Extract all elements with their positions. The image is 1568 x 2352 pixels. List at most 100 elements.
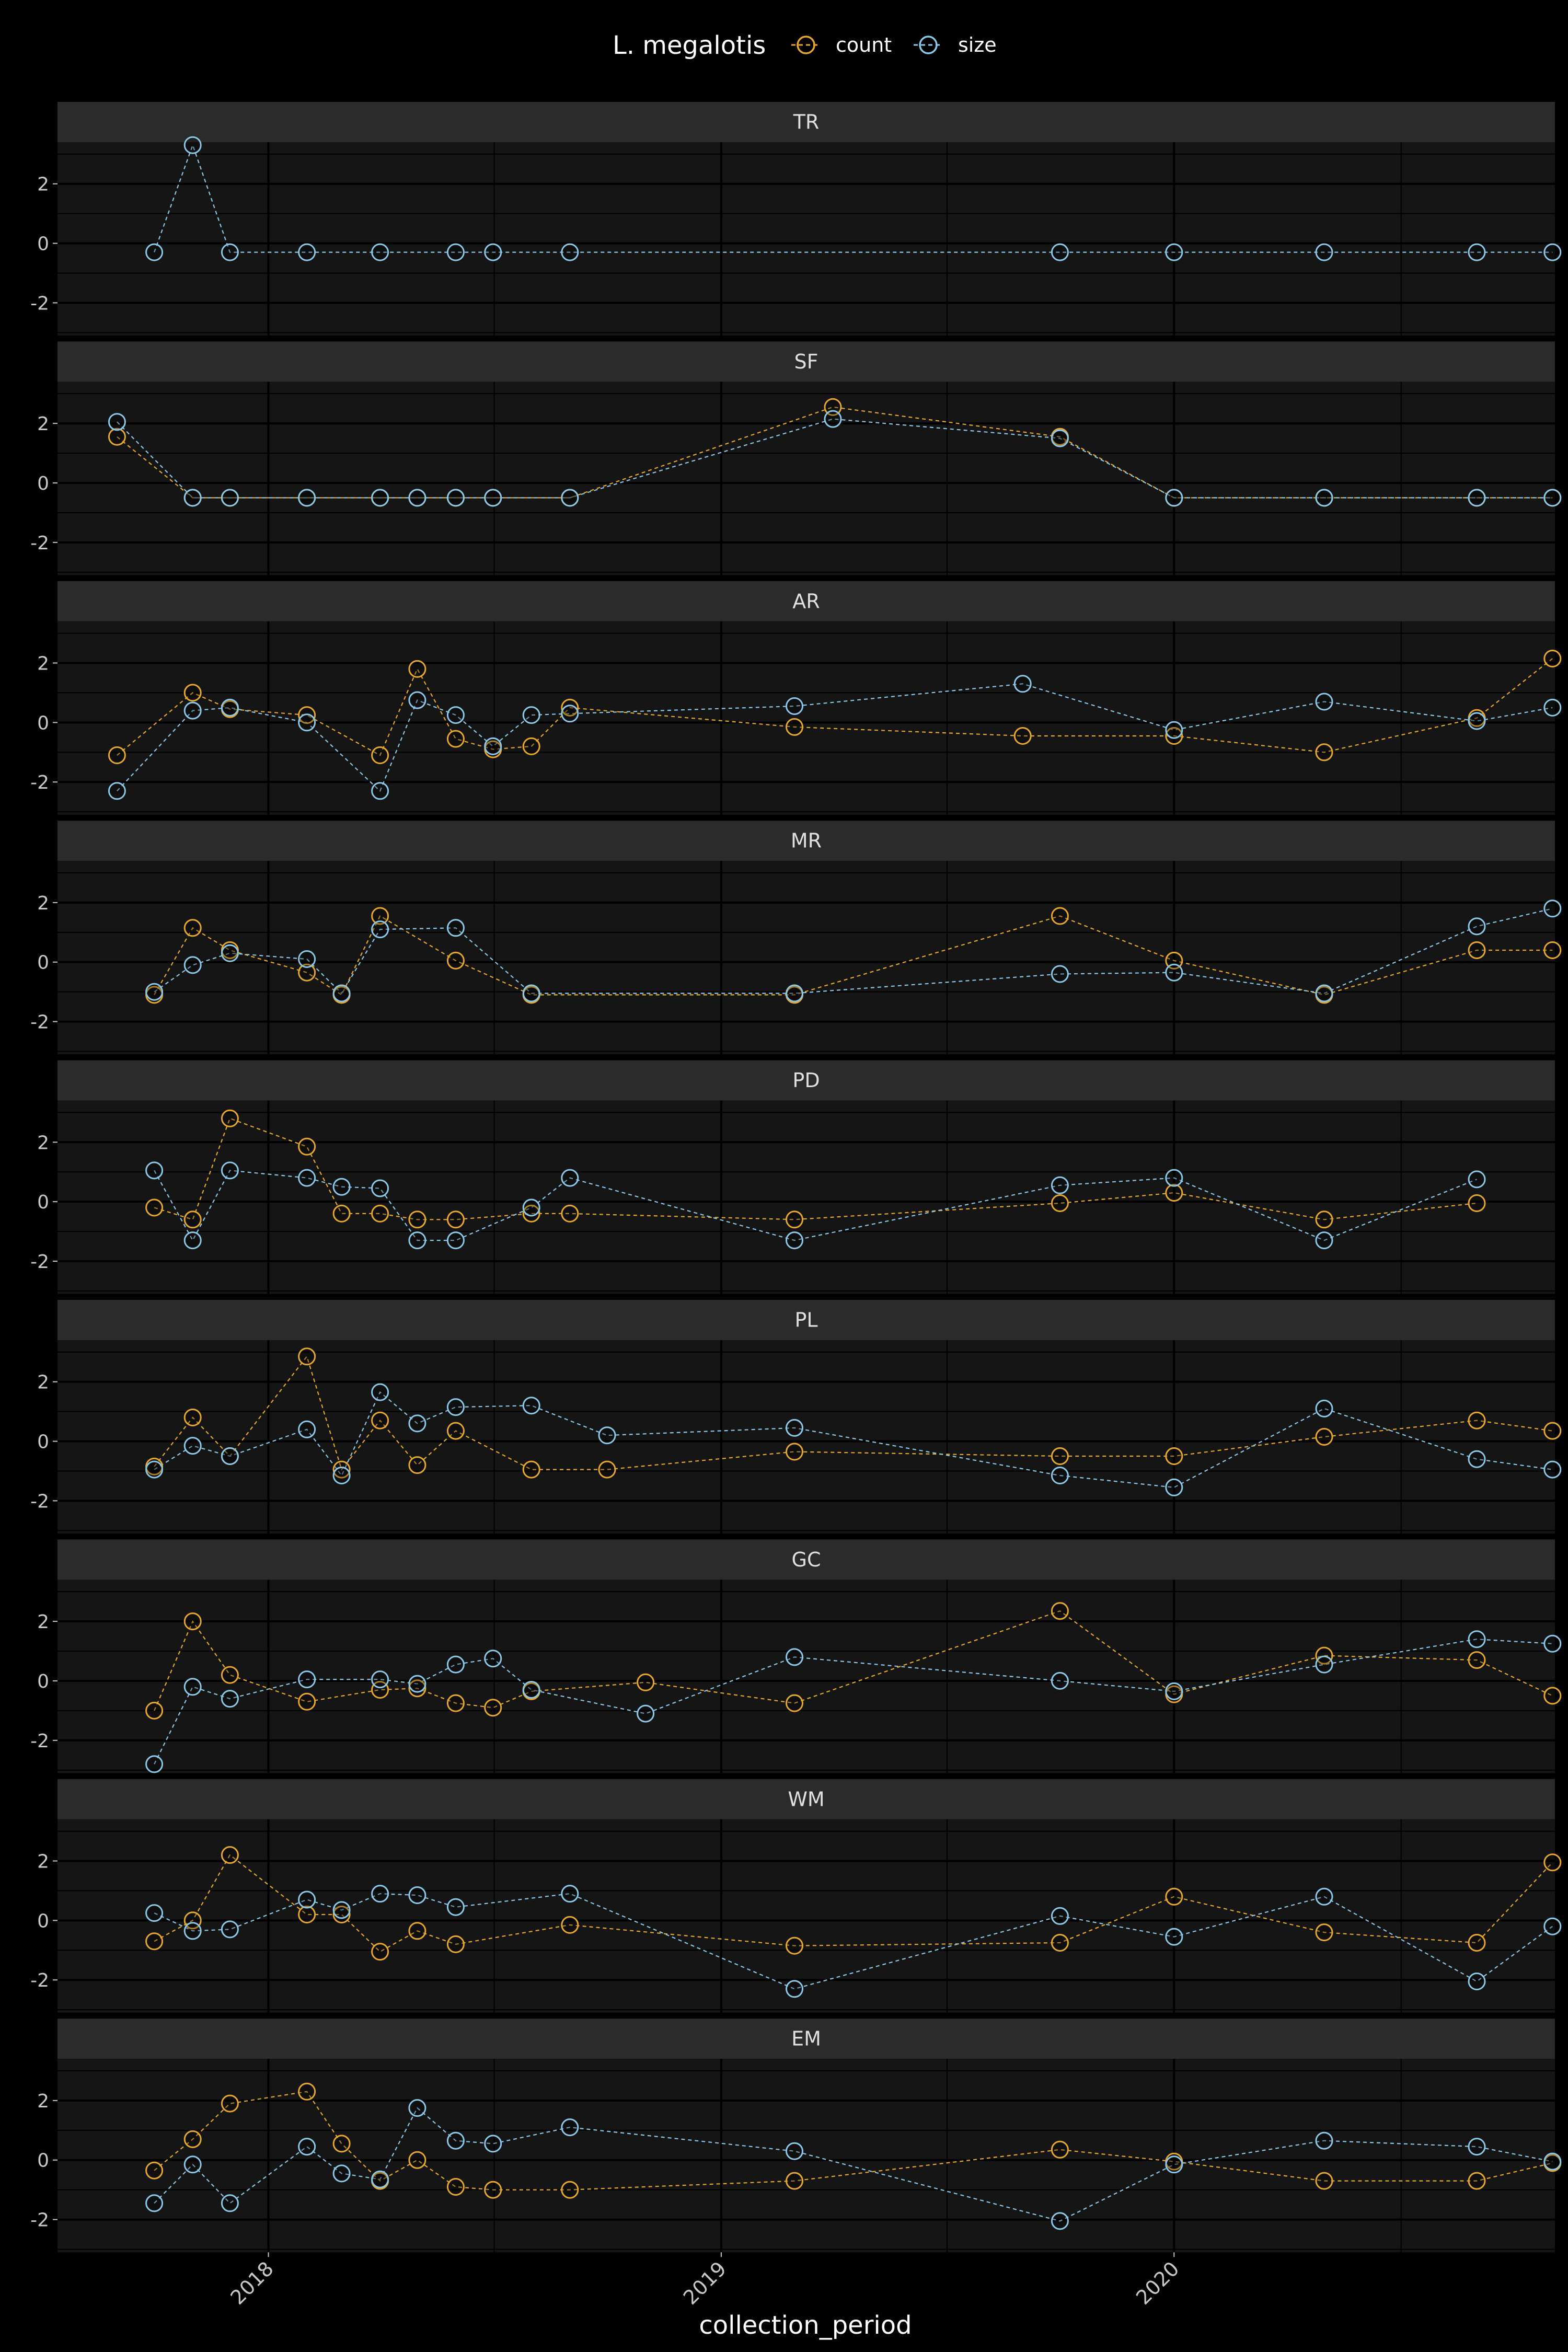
facet-grid <box>57 1819 1555 2013</box>
data-point-count <box>1315 1210 1333 1229</box>
facet-panel-background <box>57 1819 1555 2013</box>
data-point-size <box>145 983 164 1001</box>
data-point-size <box>183 136 202 154</box>
facet-strip-label: MR <box>791 829 822 852</box>
data-point-size <box>408 1675 426 1693</box>
data-point-count <box>446 1694 465 1712</box>
data-point-count <box>332 1204 351 1223</box>
x-axis-title: collection_period <box>699 2311 912 2340</box>
data-point-size <box>1165 1682 1183 1700</box>
facet-grid <box>57 861 1555 1055</box>
data-point-count <box>1051 1447 1069 1465</box>
data-point-size <box>1468 243 1486 261</box>
data-point-count <box>446 1422 465 1440</box>
data-point-size <box>332 1901 351 1919</box>
data-point-size <box>1468 1450 1486 1468</box>
data-point-count <box>298 1137 316 1156</box>
data-point-size <box>1468 917 1486 936</box>
data-point-count <box>786 1210 803 1229</box>
data-point-size <box>446 706 465 724</box>
data-point-count <box>1468 1411 1486 1429</box>
facet-tr: TR -2 0 2 <box>30 102 1562 336</box>
data-point-count <box>1315 1428 1333 1446</box>
data-point-size <box>1051 1907 1069 1925</box>
data-point-size <box>298 1420 316 1438</box>
data-point-size <box>408 1886 426 1904</box>
data-point-count <box>183 1210 202 1229</box>
data-point-size <box>446 2131 465 2150</box>
data-point-count <box>484 2181 502 2199</box>
data-point-size <box>1468 1170 1486 1189</box>
data-point-size <box>371 1670 389 1689</box>
data-point-size <box>1165 1169 1183 1187</box>
y-tick-label: 0 <box>37 1432 49 1453</box>
data-point-size <box>145 1904 164 1922</box>
y-tick-label: 0 <box>37 2150 49 2172</box>
data-point-count <box>786 1936 803 1955</box>
facet-pl: PL -2 0 2 <box>30 1300 1562 1534</box>
data-point-size <box>446 1231 465 1250</box>
facet-strip-label: TR <box>793 111 820 134</box>
data-point-size <box>221 489 239 507</box>
series-line-size <box>154 1639 1553 1765</box>
data-point-count <box>1051 1602 1069 1620</box>
data-point-size <box>1315 1231 1333 1250</box>
data-point-size <box>786 1231 803 1250</box>
data-point-count <box>1165 1184 1183 1202</box>
data-point-size <box>183 2155 202 2174</box>
y-tick-label: -2 <box>30 1491 49 1512</box>
data-point-count <box>561 1204 579 1223</box>
data-point-size <box>1315 1655 1333 1674</box>
facet-mr: MR -2 0 2 <box>30 821 1562 1055</box>
facet-strip <box>57 102 1555 142</box>
data-point-size <box>145 243 164 261</box>
y-tick-label: 2 <box>37 1611 49 1633</box>
y-tick-label: 2 <box>37 413 49 435</box>
data-point-size <box>1468 712 1486 730</box>
facet-strip <box>57 1539 1555 1580</box>
data-point-count <box>561 2181 579 2199</box>
data-point-size <box>221 243 239 261</box>
data-point-count <box>1051 1194 1069 1212</box>
data-point-size <box>145 2194 164 2212</box>
data-point-count <box>1165 1447 1183 1465</box>
y-tick-label: 2 <box>37 1851 49 1872</box>
data-point-count <box>561 698 579 717</box>
data-point-size <box>298 1169 316 1187</box>
y-tick-label: 2 <box>37 2091 49 2112</box>
data-point-size <box>183 1231 202 1250</box>
data-point-size <box>298 243 316 261</box>
data-point-count <box>145 1198 164 1217</box>
data-point-size <box>1051 429 1069 447</box>
data-point-count <box>183 1409 202 1426</box>
data-point-size <box>298 713 316 732</box>
data-point-size <box>484 243 502 261</box>
data-point-size <box>446 1398 465 1416</box>
facet-ar: AR -2 0 2 <box>30 581 1562 815</box>
data-point-count <box>1543 650 1562 667</box>
data-point-count <box>522 1460 540 1479</box>
facet-grid <box>57 382 1555 575</box>
data-point-size <box>332 1467 351 1484</box>
data-point-size <box>298 1890 316 1909</box>
data-point-size <box>786 1980 803 1998</box>
data-point-size <box>1315 1887 1333 1906</box>
data-point-count <box>1543 1422 1562 1440</box>
data-point-size <box>408 1231 426 1250</box>
data-point-size <box>183 701 202 720</box>
data-point-size <box>371 1383 389 1401</box>
data-point-size <box>332 2164 351 2183</box>
data-point-count <box>408 1922 426 1940</box>
facet-grid <box>57 1340 1555 1534</box>
facet-strip <box>57 1779 1555 1819</box>
data-point-size <box>1051 243 1069 261</box>
data-point-size <box>1165 721 1183 739</box>
y-tick-label: 2 <box>37 1372 49 1393</box>
data-point-size <box>298 489 316 507</box>
facet-panel-background <box>57 1100 1555 1294</box>
data-point-size <box>1315 984 1333 1002</box>
facet-grid <box>57 1579 1555 1773</box>
series-line-count <box>154 1355 1553 1471</box>
data-point-count <box>446 2178 465 2196</box>
data-point-size <box>408 489 426 507</box>
